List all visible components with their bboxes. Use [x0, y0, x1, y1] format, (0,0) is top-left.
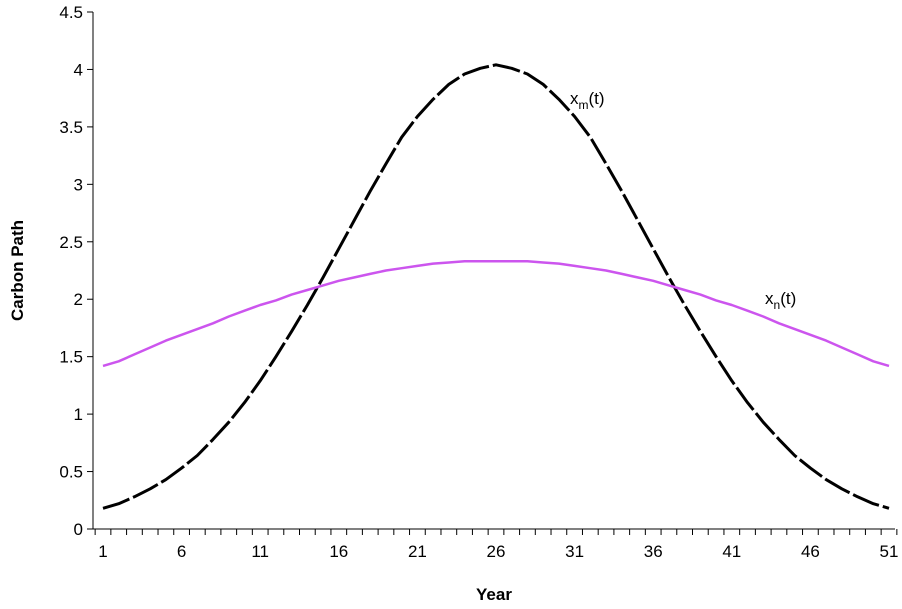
series-label-base: x — [765, 289, 774, 308]
x-tick-label: 31 — [565, 542, 584, 561]
series-labels: xm(t)xn(t) — [570, 89, 796, 312]
x-tick-label: 36 — [644, 542, 663, 561]
y-tick-label: 1.5 — [59, 348, 83, 367]
y-tick-label: 0.5 — [59, 463, 83, 482]
x-tick-label: 21 — [408, 542, 427, 561]
series-label-suffix: (t) — [589, 89, 605, 108]
x-tick-label: 26 — [487, 542, 506, 561]
series-line-n — [102, 260, 890, 368]
y-axis-title: Carbon Path — [8, 220, 27, 321]
y-tick-label: 3 — [74, 175, 83, 194]
y-tick-label: 0 — [74, 520, 83, 539]
series-label-sub: m — [579, 98, 589, 112]
y-tick-label: 2.5 — [59, 233, 83, 252]
x-tick-label: 16 — [329, 542, 348, 561]
series-label-base: x — [570, 89, 579, 108]
x-tick-label: 46 — [801, 542, 820, 561]
x-tick-label: 1 — [98, 542, 107, 561]
y-ticks: 0 0.5 1 1.5 2 2.5 3 3.5 4 4.5 — [59, 3, 93, 539]
series-label-n: xn(t) — [765, 289, 796, 312]
x-tick-label: 11 — [251, 542, 269, 561]
y-tick-label: 4.5 — [59, 3, 83, 22]
series-label-sub: n — [774, 298, 781, 312]
series-label-suffix: (t) — [780, 289, 796, 308]
x-tick-label: 41 — [722, 542, 741, 561]
y-tick-label: 2 — [74, 290, 83, 309]
axes — [92, 12, 895, 530]
x-tick-label: 51 — [880, 542, 899, 561]
x-axis-title: Year — [476, 585, 512, 604]
series-label-m: xm(t) — [570, 89, 605, 112]
x-tick-label: 6 — [177, 542, 186, 561]
y-tick-label: 3.5 — [59, 118, 83, 137]
series-lines — [102, 63, 890, 510]
x-ticks: 1 6 11 16 21 26 31 36 41 46 51 — [94, 529, 899, 561]
y-tick-label: 1 — [74, 405, 83, 424]
series-line-m — [102, 63, 890, 510]
y-tick-label: 4 — [74, 60, 83, 79]
